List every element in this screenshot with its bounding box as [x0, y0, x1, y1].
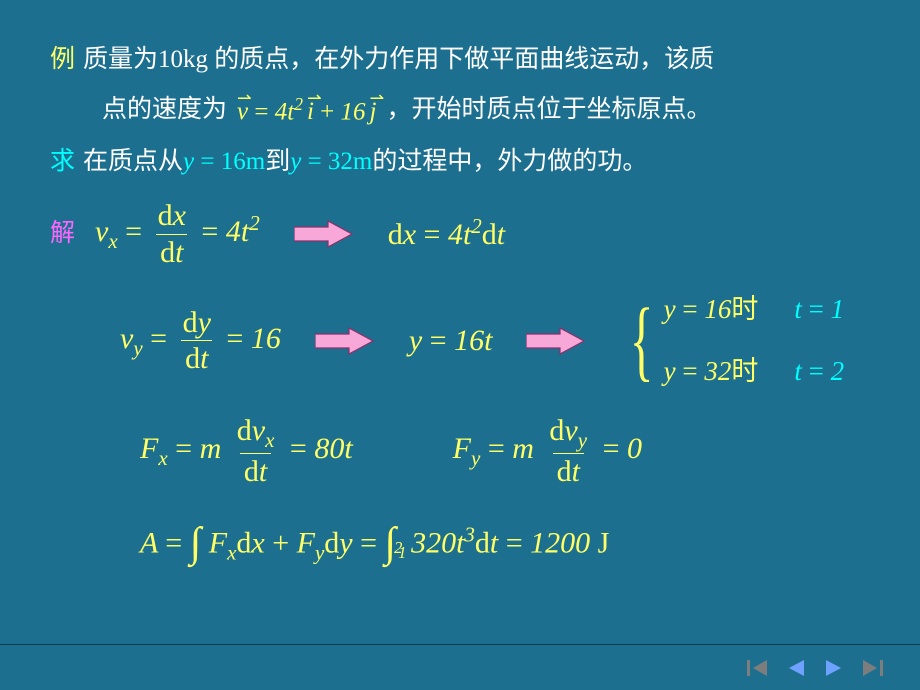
int-lower: 1	[398, 540, 406, 566]
y-equation: y = 16t	[409, 317, 493, 365]
question-text-c: 的过程中，外力做的功。	[372, 142, 647, 182]
solution-row-vy: vy = dydt = 16 y = 16t { y = 16时 t = 1 y…	[120, 288, 870, 392]
slide-content: 例 质量为10kg 的质点，在外力作用下做平面曲线运动，该质 点的速度为 v =…	[0, 0, 920, 690]
question-line: 求 在质点从 y = 16m 到 y = 32m 的过程中，外力做的功。	[50, 142, 870, 182]
y-to: y = 32m	[290, 142, 372, 182]
velocity-formula: v = 4t2i + 16j	[237, 90, 376, 132]
footer-nav	[0, 644, 920, 690]
problem-text-1c: ，开始时质点位于坐标原点。	[386, 90, 711, 130]
fx-equation: Fx = m dvxdt = 80t	[140, 415, 353, 488]
case-y-16: y = 16时	[664, 288, 759, 331]
y-from: y = 16m	[183, 142, 265, 182]
question-label: 求	[50, 142, 75, 182]
nav-last-button[interactable]	[858, 656, 886, 680]
question-text-a: 在质点从	[83, 142, 183, 182]
dx-equation: dx = 4t2dt	[388, 210, 505, 259]
arrow-icon	[526, 326, 586, 356]
case-t-1: t = 1	[794, 288, 844, 331]
arrow-icon	[294, 219, 354, 249]
case-y-32: y = 32时	[664, 350, 759, 393]
cases-block: { y = 16时 t = 1 y = 32时 t = 2	[620, 288, 844, 392]
left-brace-icon: {	[630, 300, 654, 381]
nav-next-button[interactable]	[820, 656, 848, 680]
example-label: 例	[50, 40, 75, 80]
nav-first-button[interactable]	[744, 656, 772, 680]
problem-text-1b: 点的速度为	[102, 90, 227, 130]
work-equation: A = ∫ Fxdx + Fydy = ∫21 320t3dt = 1200 J	[140, 512, 870, 579]
example-line-2: 点的速度为 v = 4t2i + 16j ，开始时质点位于坐标原点。	[102, 90, 870, 132]
nav-prev-button[interactable]	[782, 656, 810, 680]
solution-row-force: Fx = m dvxdt = 80t Fy = m dvydt = 0	[140, 415, 870, 488]
question-text-b: 到	[265, 142, 290, 182]
vy-equation: vy = dydt = 16	[120, 307, 281, 375]
solution-row-vx: 解 vx = dxdt = 4t2 dx = 4t2dt	[50, 200, 870, 268]
vx-equation: vx = dxdt = 4t2	[95, 200, 260, 268]
arrow-icon	[315, 326, 375, 356]
case-t-2: t = 2	[794, 350, 844, 393]
answer-label: 解	[50, 214, 75, 254]
example-line-1: 例 质量为10kg 的质点，在外力作用下做平面曲线运动，该质	[50, 40, 870, 80]
problem-text-1a: 质量为10kg 的质点，在外力作用下做平面曲线运动，该质	[83, 40, 714, 80]
fy-equation: Fy = m dvydt = 0	[453, 415, 642, 488]
